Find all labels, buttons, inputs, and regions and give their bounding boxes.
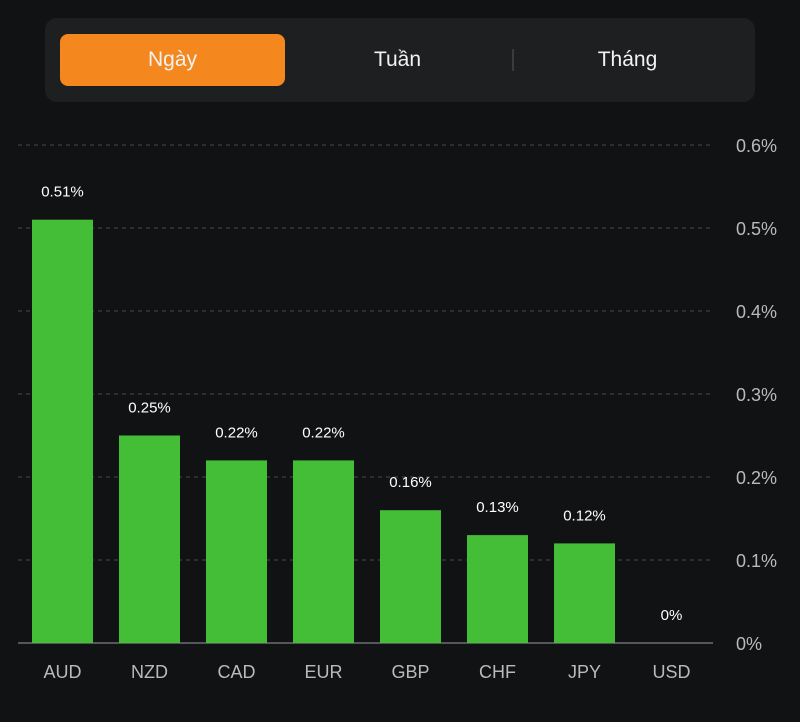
data-label-gbp: 0.16% — [389, 474, 432, 491]
bar-eur — [293, 460, 354, 643]
bar-cad — [206, 460, 267, 643]
y-tick-label: 0.1% — [736, 551, 777, 571]
tab-divider — [512, 49, 514, 71]
bar-chf — [467, 535, 528, 643]
data-label-usd: 0% — [661, 607, 683, 624]
data-label-jpy: 0.12% — [563, 507, 606, 524]
x-tick-label: CAD — [217, 662, 255, 682]
y-tick-label: 0.4% — [736, 302, 777, 322]
x-tick-label: NZD — [131, 662, 168, 682]
y-tick-label: 0.5% — [736, 219, 777, 239]
bar-aud — [32, 219, 93, 643]
bar-gbp — [380, 510, 441, 643]
x-tick-label: USD — [652, 662, 690, 682]
x-tick-label: EUR — [304, 662, 342, 682]
tab-week[interactable]: Tuần — [373, 48, 422, 71]
y-tick-label: 0.6% — [736, 136, 777, 156]
y-tick-label: 0.2% — [736, 468, 777, 488]
x-tick-label: AUD — [43, 662, 81, 682]
bar-jpy — [554, 543, 615, 643]
y-tick-label: 0% — [736, 634, 762, 654]
data-label-nzd: 0.25% — [128, 400, 171, 417]
x-tick-label: JPY — [568, 662, 601, 682]
data-label-aud: 0.51% — [41, 184, 84, 201]
data-label-eur: 0.22% — [302, 424, 345, 441]
data-label-chf: 0.13% — [476, 499, 519, 516]
bar-nzd — [119, 435, 180, 643]
x-tick-label: GBP — [391, 662, 429, 682]
period-segmented-control: Ngày Tuần Tháng — [45, 18, 755, 102]
tab-day[interactable]: Ngày — [60, 34, 285, 86]
y-tick-label: 0.3% — [736, 385, 777, 405]
tab-month[interactable]: Tháng — [597, 48, 658, 71]
x-tick-label: CHF — [479, 662, 516, 682]
data-label-cad: 0.22% — [215, 424, 258, 441]
